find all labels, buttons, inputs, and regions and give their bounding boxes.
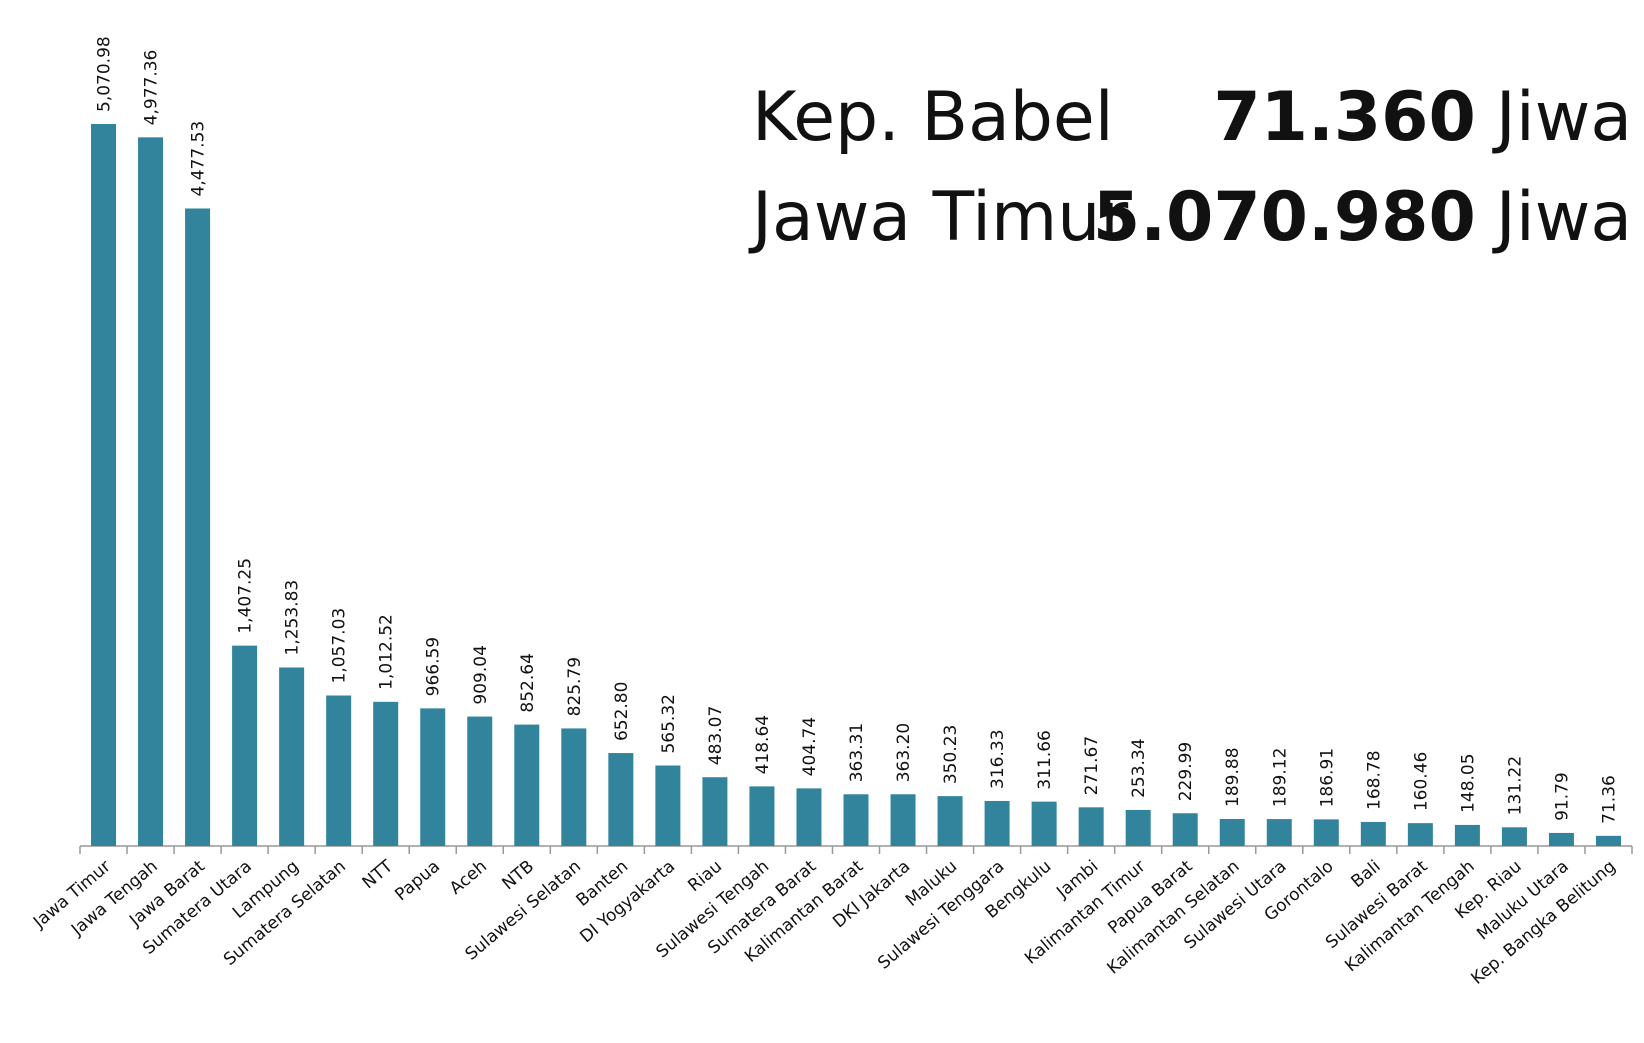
- annotation-value: 71.360: [1213, 78, 1475, 157]
- value-label: 1,012.52: [377, 614, 397, 690]
- value-label: 363.20: [894, 723, 914, 782]
- value-label: 131.22: [1505, 756, 1525, 815]
- bar: [890, 794, 916, 846]
- bar: [326, 695, 352, 846]
- x-tick-label: Aceh: [446, 857, 491, 899]
- value-label: 160.46: [1411, 752, 1431, 811]
- annotation-unit: Jiwa: [1492, 178, 1632, 257]
- value-label: 311.66: [1035, 730, 1055, 789]
- bar: [91, 124, 117, 846]
- value-label: 271.67: [1082, 736, 1102, 795]
- value-label: 418.64: [753, 715, 773, 774]
- value-label: 404.74: [800, 717, 820, 776]
- x-tick-label: Bali: [1348, 857, 1385, 893]
- value-label: 168.78: [1364, 750, 1384, 809]
- bar: [420, 708, 446, 846]
- value-label: 148.05: [1458, 753, 1478, 812]
- bar: [984, 800, 1010, 846]
- bar: [937, 796, 963, 846]
- bar: [749, 786, 775, 846]
- value-label: 350.23: [941, 725, 961, 784]
- bar: [1266, 819, 1292, 846]
- value-label: 316.33: [988, 729, 1008, 788]
- bar: [561, 728, 587, 846]
- bar: [467, 716, 493, 846]
- value-label: 1,407.25: [236, 558, 256, 634]
- value-label: 71.36: [1599, 775, 1619, 824]
- bar: [1078, 807, 1104, 846]
- value-label: 1,253.83: [283, 580, 303, 656]
- bar: [185, 208, 211, 846]
- value-label: 91.79: [1552, 772, 1572, 821]
- value-label: 1,057.03: [330, 608, 350, 684]
- bar: [1125, 809, 1151, 846]
- value-label: 4,977.36: [142, 50, 162, 126]
- bar: [1407, 823, 1433, 846]
- x-tick-label: Papua: [391, 857, 444, 906]
- annotation-value: 5.070.980: [1093, 178, 1476, 257]
- value-label: 852.64: [518, 653, 538, 712]
- value-label: 229.99: [1176, 742, 1196, 801]
- annotation-label: Jawa Timur: [748, 178, 1128, 257]
- value-label: 825.79: [565, 657, 585, 716]
- bar: [1595, 835, 1621, 846]
- value-label: 189.88: [1223, 747, 1243, 806]
- bar: [796, 788, 822, 846]
- value-label: 186.91: [1317, 748, 1337, 807]
- value-label: 966.59: [424, 637, 444, 696]
- x-tick-label: NTT: [359, 856, 398, 893]
- bar: [1360, 821, 1386, 846]
- bar: [1031, 801, 1057, 846]
- bar: [655, 765, 681, 846]
- x-tick-label: NTB: [499, 857, 538, 895]
- bar: [608, 753, 634, 846]
- bar: [1454, 824, 1480, 846]
- annotation-unit: Jiwa: [1492, 78, 1632, 157]
- annotation-figure: 5.070.980 Jiwa: [1093, 178, 1632, 257]
- bar: [1501, 827, 1527, 846]
- value-label: 652.80: [612, 682, 632, 741]
- value-label: 189.12: [1270, 748, 1290, 807]
- bar: [702, 777, 728, 846]
- value-label: 565.32: [659, 694, 679, 753]
- annotation-label: Kep. Babel: [752, 78, 1114, 157]
- bar: [1172, 813, 1198, 846]
- bar: [1313, 819, 1339, 846]
- value-label: 5,070.98: [95, 36, 115, 112]
- value-label: 363.31: [847, 723, 867, 782]
- annotation-figure: 71.360 Jiwa: [1213, 78, 1632, 157]
- bar: [843, 794, 869, 846]
- bar: [138, 137, 164, 847]
- bar: [1548, 832, 1574, 846]
- bar: [373, 701, 399, 846]
- bar: [514, 724, 540, 846]
- value-label: 909.04: [471, 645, 491, 704]
- bar: [279, 667, 305, 846]
- value-label: 483.07: [706, 706, 726, 765]
- value-label: 4,477.53: [189, 121, 209, 197]
- value-label: 253.34: [1129, 738, 1149, 797]
- bar: [1219, 818, 1245, 846]
- bar: [232, 645, 258, 846]
